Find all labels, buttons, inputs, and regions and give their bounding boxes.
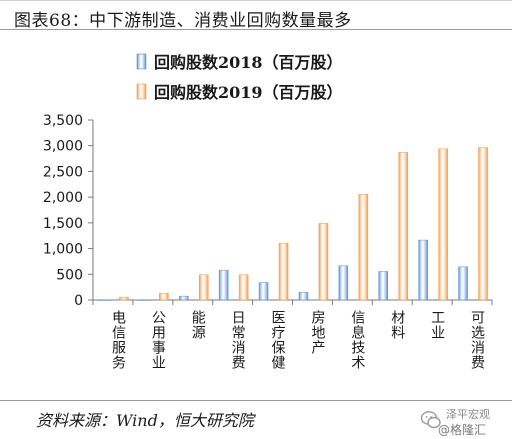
- y-tick-label: 1,000: [43, 242, 83, 258]
- bar-series-2019: [358, 194, 369, 301]
- y-tick-label: 2,000: [43, 190, 83, 206]
- footer: 资料来源：Wind，恒大研究院 泽平宏观 @格隆汇: [0, 400, 512, 439]
- bar-series-2019: [278, 242, 289, 301]
- bar-series-2019: [199, 274, 209, 301]
- bar-series-2018: [458, 266, 468, 301]
- x-category-label: 材料: [389, 310, 405, 340]
- bar-series-2018: [338, 265, 349, 301]
- chart-title: 图表68：中下游制造、消费业回购数量最多: [14, 11, 352, 31]
- bar-series-2019: [159, 293, 169, 301]
- bar-series-2019: [119, 296, 129, 301]
- x-category-label: 电信服务: [110, 310, 126, 370]
- y-tick-label: 3,000: [43, 139, 83, 155]
- bar-series-2018: [418, 239, 428, 301]
- bar-series-2019: [478, 147, 488, 301]
- bar-series-2018: [99, 299, 109, 301]
- bar-chart: 回购股数2018（百万股） 回购股数2019（百万股） 0 500 1,000 1,500…: [43, 53, 493, 370]
- y-tick-label: 0: [74, 293, 83, 309]
- x-category-label: 医疗保健: [270, 310, 286, 370]
- watermark-source: @格隆汇: [438, 423, 487, 437]
- bar-series-2019: [398, 152, 408, 301]
- source-note: 资料来源：Wind，恒大研究院: [36, 411, 254, 430]
- wechat-icon: [420, 411, 441, 429]
- x-category-label: 公用事业: [150, 310, 166, 370]
- x-category-label: 工业: [429, 310, 445, 340]
- bar-series-2019: [318, 223, 329, 301]
- legend-label-series-2019: 回购股数2019（百万股）: [154, 83, 343, 102]
- watermark-account: 泽平宏观: [446, 408, 490, 421]
- y-tick-label: 2,500: [43, 164, 83, 180]
- bar-series-2018: [258, 282, 269, 301]
- x-category-label: 能源: [190, 310, 206, 340]
- watermark: 泽平宏观 @格隆汇: [420, 405, 512, 439]
- bar-series-2019: [238, 274, 249, 301]
- y-tick-label: 3,500: [43, 113, 83, 129]
- bar-series-2019: [438, 148, 448, 301]
- title-bar: 图表68：中下游制造、消费业回购数量最多: [0, 0, 512, 31]
- bar-series-2018: [139, 299, 149, 301]
- legend-swatch-series-2018: [136, 53, 147, 70]
- x-category-label: 房地产: [309, 310, 325, 355]
- bar-series-2018: [378, 271, 388, 301]
- bar-series-2018: [298, 292, 309, 301]
- x-category-label: 日常消费: [230, 310, 246, 370]
- x-category-label: 信息技术: [349, 310, 365, 370]
- legend-label-series-2018: 回购股数2018（百万股）: [154, 53, 343, 72]
- x-category-label: 可选消费: [469, 310, 485, 370]
- bar-series-2018: [179, 295, 189, 301]
- legend-swatch-series-2019: [136, 83, 147, 100]
- bar-series-2018: [218, 269, 229, 301]
- y-tick-label: 1,500: [43, 216, 83, 232]
- y-tick-label: 500: [56, 267, 83, 283]
